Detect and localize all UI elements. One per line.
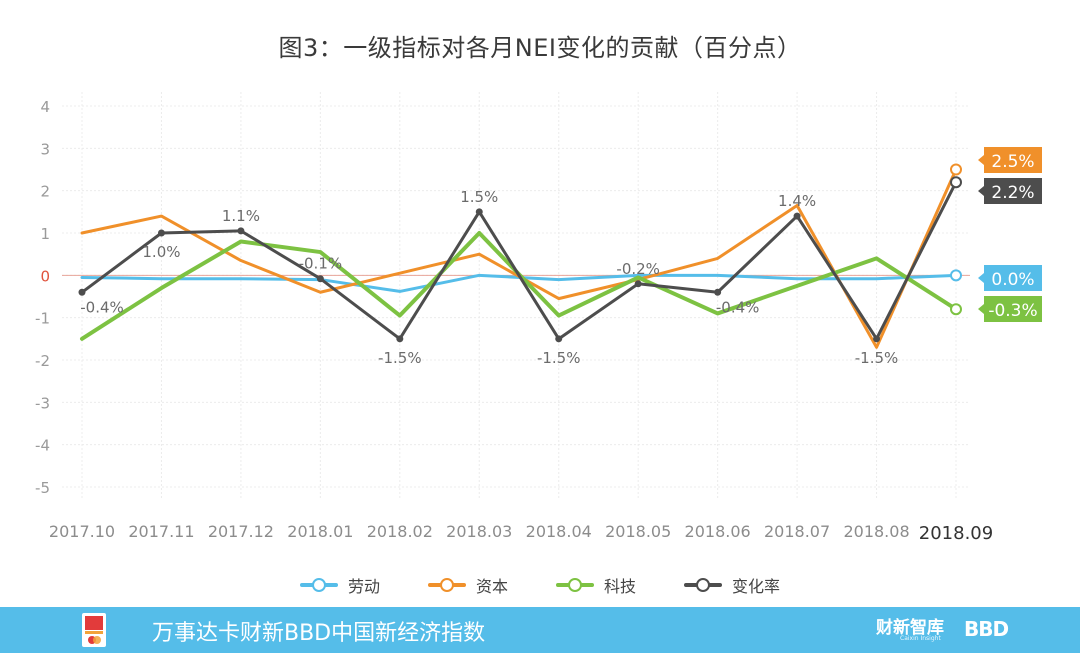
- data-label: 1.1%: [222, 207, 260, 225]
- end-value-label: 2.5%: [991, 152, 1034, 172]
- end-value-badge: [978, 296, 1042, 322]
- footer-banner: 万事达卡财新BBD中国新经济指数 财新智库 Caixin Insight BBD: [0, 607, 1080, 653]
- end-point-marker: [950, 269, 962, 282]
- x-tick-label: 2017.10: [49, 522, 115, 541]
- series-line: [80, 231, 958, 341]
- data-point: [237, 227, 245, 235]
- end-point-marker: [950, 176, 962, 189]
- end-value-label: 0.0%: [991, 270, 1034, 290]
- data-label: 1.5%: [460, 188, 498, 206]
- series-line: [80, 180, 958, 341]
- y-tick-label: 1: [40, 225, 50, 243]
- y-tick-label: -1: [35, 310, 50, 328]
- x-tick-label: 2018.09: [919, 523, 993, 544]
- x-tick-label: 2018.02: [367, 522, 433, 541]
- data-label: -0.4%: [80, 298, 124, 316]
- data-label: -1.5%: [855, 349, 899, 367]
- data-label: -0.2%: [616, 260, 660, 278]
- legend: 劳动 资本 科技 变化率: [0, 572, 1080, 598]
- x-tick-label: 2018.07: [764, 522, 830, 541]
- data-label: 1.4%: [778, 192, 816, 210]
- legend-swatch-capital: [427, 578, 466, 592]
- x-tick-label: 2018.01: [287, 522, 353, 541]
- legend-label-capital: 资本: [475, 577, 508, 596]
- end-value-label: 2.2%: [991, 183, 1034, 203]
- y-tick-label: 3: [40, 140, 50, 158]
- data-label: 1.0%: [142, 243, 180, 261]
- legend-swatch-change-rate: [684, 578, 723, 592]
- x-tick-label: 2018.06: [685, 522, 751, 541]
- chart-title: 图3：一级指标对各月NEI变化的贡献（百分点）: [278, 34, 802, 62]
- data-label: -0.4%: [716, 298, 760, 316]
- legend-swatch-technology: [556, 578, 594, 592]
- data-label: -0.1%: [299, 255, 343, 273]
- legend-item-labor[interactable]: 劳动: [299, 573, 380, 597]
- data-point: [714, 288, 722, 296]
- end-point-marker: [950, 163, 962, 176]
- x-tick-label: 2018.05: [605, 522, 671, 541]
- end-value-badge: [978, 265, 1042, 291]
- y-tick-label: 4: [40, 98, 50, 116]
- legend-label-labor: 劳动: [347, 577, 380, 596]
- legend-swatch-labor: [299, 578, 338, 592]
- data-label: -1.5%: [378, 349, 422, 367]
- line-chart: 4 3 2 1 0 -1 -2 -3 -4 -5 2017.10 2017.11 2017.12 2018…: [35, 92, 1042, 544]
- x-tick-label: 2017.12: [208, 522, 274, 541]
- bbd-logo: BBD: [964, 617, 1009, 641]
- y-tick-label: -2: [35, 352, 50, 370]
- legend-item-technology[interactable]: 科技: [556, 573, 636, 597]
- data-point: [396, 335, 404, 343]
- data-point: [475, 208, 483, 216]
- y-tick-label: -4: [35, 437, 50, 455]
- y-tick-label: -3: [35, 394, 50, 412]
- end-value-badge: [978, 147, 1042, 173]
- caixin-insight-subtitle: Caixin Insight: [900, 635, 941, 642]
- data-point: [873, 335, 881, 343]
- mastercard-logo-icon: [82, 613, 106, 647]
- legend-item-change-rate[interactable]: 变化率: [684, 573, 780, 597]
- caixin-insight-logo: 财新智库: [876, 618, 944, 638]
- x-tick-label: 2018.04: [526, 522, 592, 541]
- legend-label-change-rate: 变化率: [732, 577, 781, 596]
- end-value-badge: [978, 178, 1042, 204]
- data-label: -1.5%: [537, 349, 581, 367]
- data-point: [316, 275, 324, 283]
- data-point: [634, 280, 642, 288]
- end-value-label: -0.3%: [988, 301, 1037, 321]
- data-point: [157, 229, 165, 237]
- x-tick-label: 2017.11: [128, 522, 194, 541]
- end-point-marker: [950, 303, 962, 316]
- data-point: [555, 335, 563, 343]
- footer-title: 万事达卡财新BBD中国新经济指数: [152, 621, 486, 646]
- y-tick-label: 0: [40, 267, 50, 285]
- data-point: [793, 212, 801, 220]
- x-tick-label: 2018.03: [446, 522, 512, 541]
- legend-label-technology: 科技: [604, 577, 637, 596]
- legend-item-capital[interactable]: 资本: [427, 573, 508, 597]
- y-tick-label: -5: [35, 479, 50, 497]
- y-tick-label: 2: [40, 183, 50, 201]
- x-tick-label: 2018.08: [843, 522, 909, 541]
- data-point: [78, 288, 86, 296]
